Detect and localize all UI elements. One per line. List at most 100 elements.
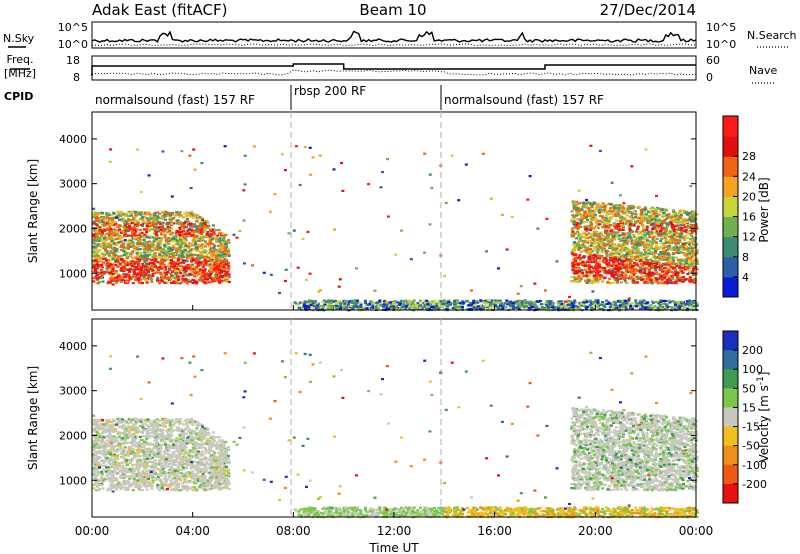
power-point (652, 239, 656, 243)
power-point (185, 218, 189, 221)
power-point (602, 204, 606, 207)
power-point (117, 261, 121, 264)
power-point (219, 261, 223, 264)
power-point (221, 232, 225, 235)
power-point (137, 211, 141, 214)
power-point (646, 253, 649, 257)
power-point (638, 270, 642, 273)
cpid-segment-3: normalsound (fast) 157 RF (444, 93, 604, 107)
power-point (203, 220, 207, 223)
power-point (687, 225, 690, 228)
power-point (653, 255, 657, 258)
power-point (662, 232, 666, 235)
power-point (690, 240, 694, 243)
power-point (646, 221, 650, 224)
power-point (572, 270, 576, 273)
power-point (686, 226, 690, 229)
power-point (130, 222, 134, 225)
power-point (580, 213, 584, 217)
power-point (146, 226, 149, 229)
power-point (641, 224, 645, 227)
power-point (676, 272, 680, 275)
power-point (575, 209, 578, 212)
power-point (224, 258, 228, 261)
power-point (145, 258, 149, 261)
power-point (612, 222, 616, 225)
power-point (193, 241, 197, 244)
power-point (177, 278, 181, 281)
power-point (613, 249, 617, 252)
power-point (611, 255, 614, 258)
power-point (681, 237, 685, 240)
power-point (202, 262, 206, 265)
power-point (626, 235, 630, 238)
power-point (167, 247, 171, 250)
power-point (670, 215, 674, 218)
power-point (210, 256, 213, 259)
power-point (591, 237, 595, 240)
power-point (100, 266, 104, 269)
power-point (158, 212, 161, 215)
power-point (208, 258, 212, 261)
power-point (215, 268, 219, 271)
power-point (161, 215, 164, 218)
power-point (581, 275, 585, 278)
power-point (695, 227, 699, 230)
power-point (129, 239, 133, 242)
power-point (174, 235, 178, 238)
power-point (621, 263, 625, 266)
power-point (190, 248, 194, 251)
power-point (227, 254, 231, 258)
power-point (589, 226, 593, 229)
power-point (156, 271, 159, 274)
power-point (600, 221, 604, 224)
power-point (205, 256, 209, 259)
power-point (191, 234, 195, 237)
power-point (164, 236, 168, 239)
power-point (110, 232, 114, 235)
power-point (121, 225, 125, 228)
power-point (571, 201, 575, 204)
power-point (675, 233, 679, 236)
power-point (92, 235, 96, 238)
power-point (225, 255, 229, 258)
power-point (130, 268, 134, 271)
power-point (620, 245, 624, 248)
power-point (118, 238, 122, 241)
power-point (656, 273, 660, 276)
power-point (145, 259, 149, 262)
power-point (122, 269, 126, 273)
power-point (114, 221, 118, 224)
power-point (141, 224, 144, 228)
power-point (432, 302, 436, 305)
power-point (149, 248, 153, 252)
power-point (95, 259, 99, 262)
power-point (127, 215, 131, 218)
power-point (297, 303, 301, 306)
power-point (200, 243, 204, 246)
power-point (645, 229, 649, 232)
power-point (221, 241, 225, 245)
power-point (121, 213, 125, 216)
power-point (670, 219, 674, 223)
power-point (149, 278, 153, 281)
power-point (688, 279, 692, 283)
power-point (126, 222, 130, 225)
power-point (103, 271, 107, 274)
power-point (204, 240, 207, 243)
power-point (614, 214, 618, 218)
power-point (198, 239, 202, 242)
power-point (693, 265, 697, 268)
power-point (585, 276, 589, 279)
power-point (625, 247, 629, 250)
power-point (183, 222, 187, 225)
power-point (184, 270, 188, 273)
power-point (632, 234, 636, 237)
power-point (144, 265, 148, 268)
power-point (142, 244, 146, 247)
power-point (142, 277, 146, 280)
power-point (634, 238, 638, 241)
power-point (598, 241, 602, 244)
power-point (686, 247, 690, 250)
power-point (212, 268, 216, 271)
